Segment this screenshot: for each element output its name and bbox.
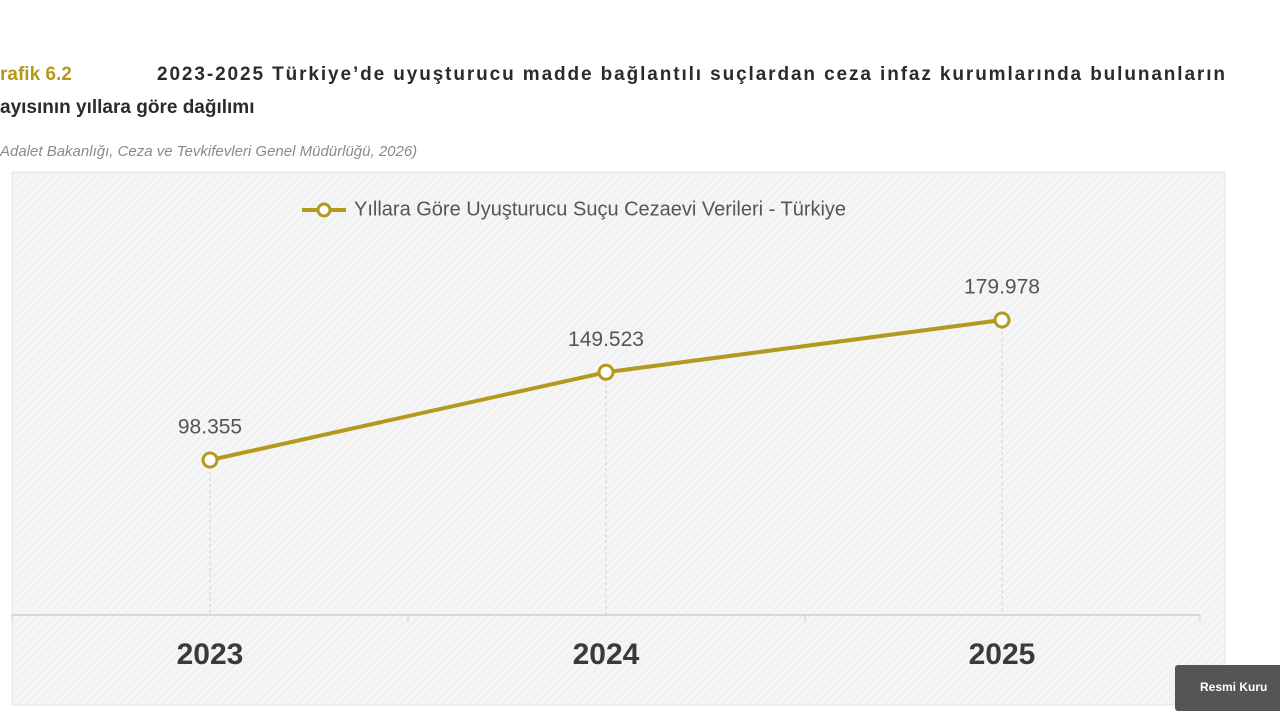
legend-marker (316, 202, 332, 218)
figure-label: rafik 6.2 (0, 64, 72, 85)
badge[interactable] (1175, 665, 1280, 711)
point (597, 363, 615, 381)
point (201, 451, 219, 469)
title-line: ayısının yıllara göre dağılımı (0, 97, 254, 118)
x-tick-label: 2025 (969, 638, 1036, 671)
point (993, 311, 1011, 329)
legend-text: Yıllara Göre Uyuşturucu Suçu Cezaevi Ver… (354, 198, 846, 220)
source: Adalet Bakanlığı, Ceza ve Tevkifevleri G… (0, 143, 417, 160)
x-tick-label: 2023 (177, 638, 244, 671)
value-label: 149.523 (568, 328, 644, 351)
badge-text: Resmi Kuru (1200, 680, 1267, 694)
value-label: 98.355 (178, 416, 242, 439)
x-tick-label: 2024 (573, 638, 640, 671)
title-line: 2023-2025 Türkiye’de uyuşturucu madde ba… (157, 64, 1225, 85)
plot-background (11, 171, 1226, 706)
value-label: 179.978 (964, 276, 1040, 299)
